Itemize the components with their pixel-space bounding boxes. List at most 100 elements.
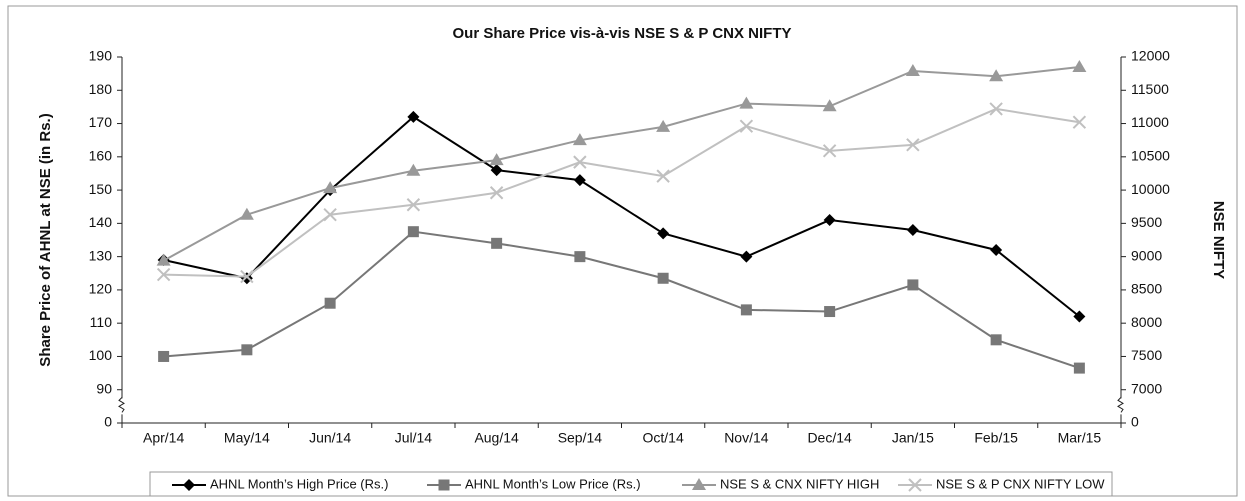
- series-marker: [324, 297, 336, 309]
- series-marker: [990, 243, 1003, 256]
- y2-tick-label: 10500: [1131, 148, 1170, 164]
- x-tick-label: Sep/14: [558, 430, 603, 446]
- axis-break: [1117, 397, 1124, 413]
- chart-title: Our Share Price vis-à-vis NSE S & P CNX …: [452, 25, 791, 42]
- y-tick-label: 100: [89, 347, 113, 363]
- x-tick-label: Jan/15: [892, 430, 934, 446]
- series-marker: [490, 164, 503, 177]
- y2-tick-label: 9500: [1131, 214, 1162, 230]
- y2-tick-label: 11000: [1131, 114, 1169, 130]
- x-tick-label: Jul/14: [395, 430, 433, 446]
- series-marker: [156, 267, 171, 282]
- series-marker: [822, 99, 837, 112]
- series-marker: [573, 155, 587, 169]
- axis-break-gap: [118, 398, 126, 415]
- series-marker: [656, 119, 671, 132]
- y-tick-label: 110: [90, 314, 113, 330]
- series-marker: [822, 144, 837, 158]
- x-tick-label: Apr/14: [143, 430, 184, 446]
- y-tick-label: 130: [89, 247, 113, 263]
- y-axis-label: Share Price of AHNL at NSE (in Rs.): [37, 113, 54, 366]
- series-marker: [905, 63, 920, 76]
- y2-tick-label: 7500: [1131, 347, 1162, 363]
- legend-marker: [183, 479, 195, 491]
- y-tick-label: 140: [89, 214, 113, 230]
- series-line: [163, 115, 1081, 318]
- x-tick-label: Dec/14: [807, 430, 852, 446]
- series-marker: [907, 279, 919, 291]
- axis-break: [118, 397, 125, 413]
- series-marker: [241, 344, 253, 356]
- legend-label: AHNL Month’s Low Price (Rs.): [465, 476, 641, 491]
- x-tick-label: Feb/15: [974, 430, 1018, 446]
- series-marker: [1073, 310, 1086, 323]
- x-tick-label: Aug/14: [474, 430, 519, 446]
- x-tick-label: Jun/14: [309, 430, 351, 446]
- series-marker: [239, 207, 254, 220]
- legend-label: AHNL Month’s High Price (Rs.): [210, 476, 388, 491]
- legend-marker: [692, 478, 706, 490]
- legend-label: NSE S & P CNX NIFTY LOW: [936, 476, 1105, 491]
- series-marker: [156, 253, 171, 266]
- axis-break-gap: [1117, 398, 1125, 415]
- y2-tick-label: 10000: [1131, 181, 1170, 197]
- series-marker: [572, 133, 587, 146]
- series-marker: [990, 334, 1002, 346]
- y-tick-label: 0: [104, 414, 112, 430]
- y-tick-label: 170: [89, 114, 113, 130]
- series-marker: [740, 304, 752, 316]
- series-marker: [657, 227, 670, 240]
- series-marker: [906, 138, 920, 152]
- series-marker: [407, 226, 419, 238]
- legend-box: [149, 471, 1113, 497]
- series-marker: [1073, 362, 1085, 374]
- y2-tick-label: 8000: [1131, 314, 1162, 330]
- series-marker: [574, 251, 586, 263]
- series-marker: [906, 224, 919, 237]
- series-marker: [323, 208, 337, 222]
- y-tick-label: 160: [89, 148, 113, 164]
- y2-tick-label: 11500: [1131, 81, 1169, 97]
- series-marker: [740, 250, 753, 263]
- series-marker: [657, 272, 669, 284]
- y2-axis-label: NSE NIFTY: [1210, 201, 1227, 279]
- series-line: [163, 65, 1080, 262]
- y-tick-label: 90: [96, 380, 112, 396]
- y2-tick-label: 0: [1131, 414, 1139, 430]
- chart-border: [7, 5, 1238, 497]
- series-marker: [489, 186, 504, 200]
- series-line: [163, 107, 1080, 278]
- series-marker: [491, 237, 503, 249]
- legend-marker: [438, 479, 450, 491]
- y2-tick-label: 12000: [1131, 48, 1170, 64]
- x-tick-label: Nov/14: [724, 430, 769, 446]
- series-marker: [406, 198, 421, 212]
- series-marker: [1072, 59, 1087, 72]
- y-tick-label: 120: [89, 281, 113, 297]
- x-tick-label: Mar/15: [1058, 430, 1102, 446]
- legend-marker: [908, 478, 922, 492]
- series-marker: [989, 102, 1003, 116]
- series-marker: [240, 269, 254, 284]
- series-marker: [656, 169, 670, 183]
- series-marker: [823, 214, 836, 227]
- y-tick-label: 150: [89, 181, 113, 197]
- series-marker: [489, 153, 504, 166]
- series-marker: [1072, 115, 1087, 129]
- x-tick-label: May/14: [224, 430, 270, 446]
- x-tick-label: Oct/14: [643, 430, 684, 446]
- series-marker: [739, 119, 754, 133]
- series-marker: [406, 163, 421, 176]
- series-marker: [573, 174, 586, 187]
- y2-tick-label: 7000: [1131, 380, 1162, 396]
- y-tick-label: 180: [89, 81, 113, 97]
- series-marker: [407, 110, 420, 123]
- y-tick-label: 190: [89, 48, 113, 64]
- series-marker: [739, 96, 754, 109]
- series-marker: [158, 350, 170, 362]
- y2-tick-label: 8500: [1131, 281, 1162, 297]
- series-marker: [989, 69, 1004, 82]
- series-marker: [323, 181, 338, 194]
- legend-label: NSE S & CNX NIFTY HIGH: [720, 476, 879, 491]
